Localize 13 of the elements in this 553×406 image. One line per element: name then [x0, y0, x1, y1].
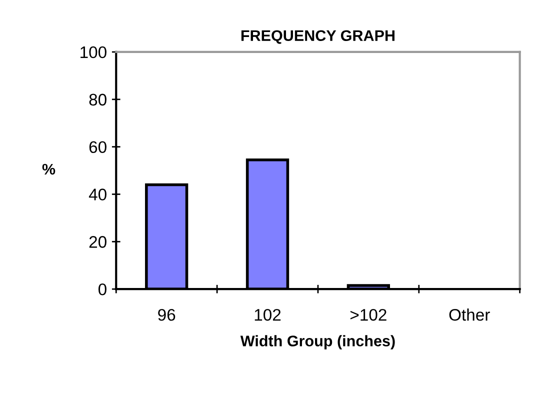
- y-axis-title: %: [42, 164, 56, 175]
- y-tick-label: 60: [89, 141, 106, 154]
- x-tick-label: >102: [350, 308, 386, 321]
- y-tick-label: 20: [89, 236, 106, 248]
- y-tick-label: 40: [88, 188, 106, 200]
- y-tick-label: 80: [89, 94, 106, 106]
- x-tick-label: Other: [449, 308, 490, 321]
- chart-title: FREQUENCY GRAPH: [241, 30, 394, 44]
- x-tick-label: 96: [158, 308, 176, 321]
- y-tick-label: 0: [98, 283, 106, 296]
- x-axis-title: Width Group (inches): [240, 335, 395, 350]
- x-tick-label: 102: [254, 308, 281, 321]
- y-tick-label: 100: [80, 46, 106, 58]
